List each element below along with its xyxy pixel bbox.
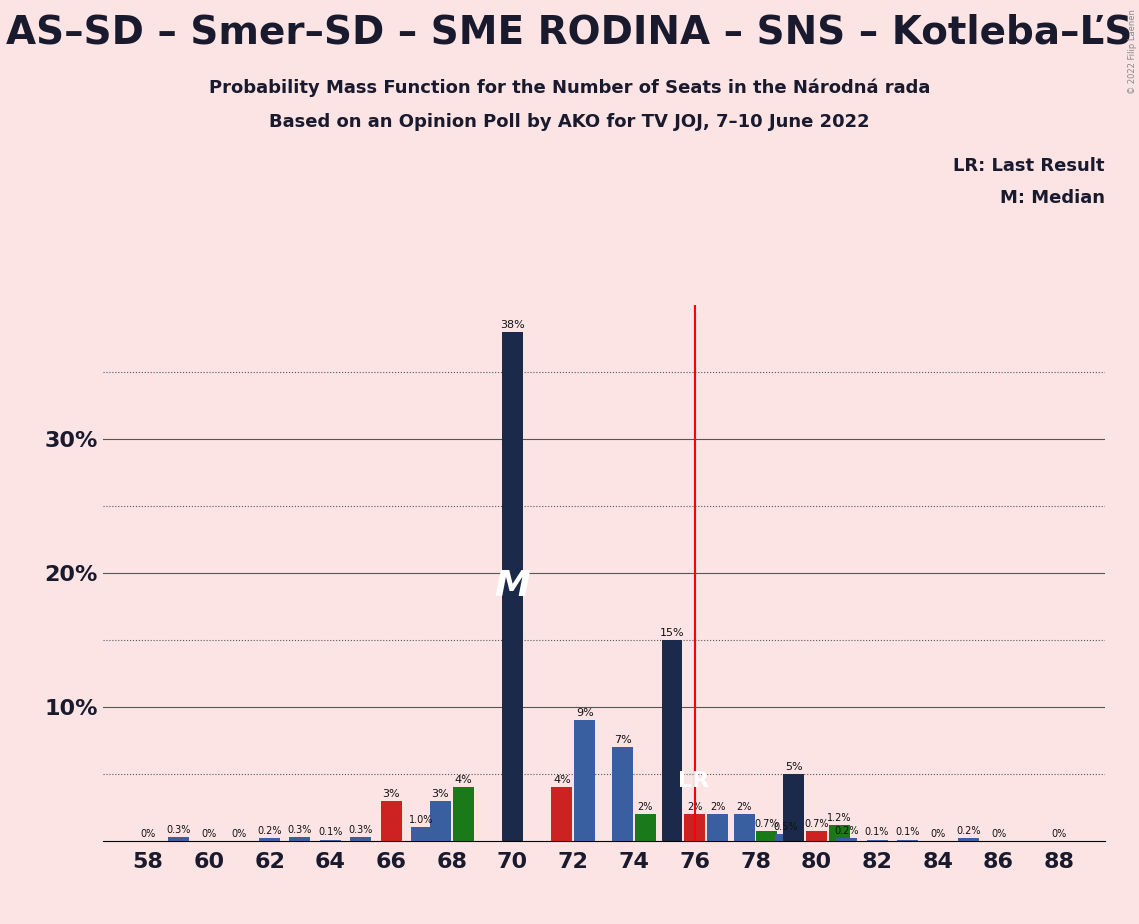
Bar [734,814,755,841]
Bar [776,834,796,841]
Bar [828,825,850,841]
Text: 0%: 0% [1051,829,1067,839]
Text: 2%: 2% [710,802,726,812]
Text: 0.3%: 0.3% [166,825,190,834]
Text: 2%: 2% [687,802,703,812]
Text: 38%: 38% [500,320,525,330]
Bar [634,814,656,841]
Text: 9%: 9% [576,709,593,718]
Text: 0%: 0% [231,829,247,839]
Text: Based on an Opinion Poll by AKO for TV JOJ, 7–10 June 2022: Based on an Opinion Poll by AKO for TV J… [269,113,870,130]
Text: 2%: 2% [638,802,653,812]
Bar [612,747,633,841]
Text: 0.1%: 0.1% [318,828,343,837]
Bar [896,840,918,841]
Text: AS–SD – Smer–SD – SME RODINA – SNS – Kotleba–ĽS: AS–SD – Smer–SD – SME RODINA – SNS – Kot… [7,14,1132,52]
Text: 7%: 7% [614,736,631,745]
Text: 0%: 0% [991,829,1006,839]
Text: 0%: 0% [931,829,945,839]
Text: 3%: 3% [383,789,400,798]
Text: LR: LR [678,771,708,791]
Text: 0.7%: 0.7% [804,820,828,830]
Bar [411,828,432,841]
Text: 0.1%: 0.1% [895,828,919,837]
Bar [685,814,705,841]
Text: LR: Last Result: LR: Last Result [953,157,1105,175]
Text: M: Median: M: Median [1000,189,1105,207]
Bar [259,838,280,841]
Text: 0.3%: 0.3% [349,825,372,834]
Text: 0.2%: 0.2% [835,826,859,836]
Text: © 2022 Filip Laenen: © 2022 Filip Laenen [1128,9,1137,94]
Text: 0%: 0% [140,829,156,839]
Text: 0%: 0% [202,829,216,839]
Bar [782,774,804,841]
Text: 0.2%: 0.2% [956,826,981,836]
Text: 1.0%: 1.0% [409,816,434,825]
Text: 3%: 3% [432,789,449,798]
Text: 4%: 4% [554,775,571,785]
Bar [662,639,682,841]
Bar [350,837,371,841]
Bar [574,721,596,841]
Text: Probability Mass Function for the Number of Seats in the Národná rada: Probability Mass Function for the Number… [208,79,931,97]
Text: 5%: 5% [785,762,802,772]
Bar [320,840,341,841]
Bar [429,800,451,841]
Text: 0.5%: 0.5% [773,822,798,833]
Bar [380,800,402,841]
Bar [958,838,978,841]
Text: 0.3%: 0.3% [288,825,312,834]
Bar [836,838,858,841]
Bar [289,837,311,841]
Bar [805,832,827,841]
Text: 15%: 15% [659,628,685,638]
Bar [551,787,573,841]
Text: 4%: 4% [454,775,472,785]
Bar [707,814,728,841]
Bar [452,787,474,841]
Bar [167,837,189,841]
Bar [867,840,887,841]
Text: M: M [494,569,531,603]
Text: 0.1%: 0.1% [865,828,890,837]
Bar [502,332,523,841]
Bar [756,832,778,841]
Text: 0.7%: 0.7% [755,820,779,830]
Text: 0.2%: 0.2% [257,826,281,836]
Text: 2%: 2% [737,802,752,812]
Text: 1.2%: 1.2% [827,813,851,822]
